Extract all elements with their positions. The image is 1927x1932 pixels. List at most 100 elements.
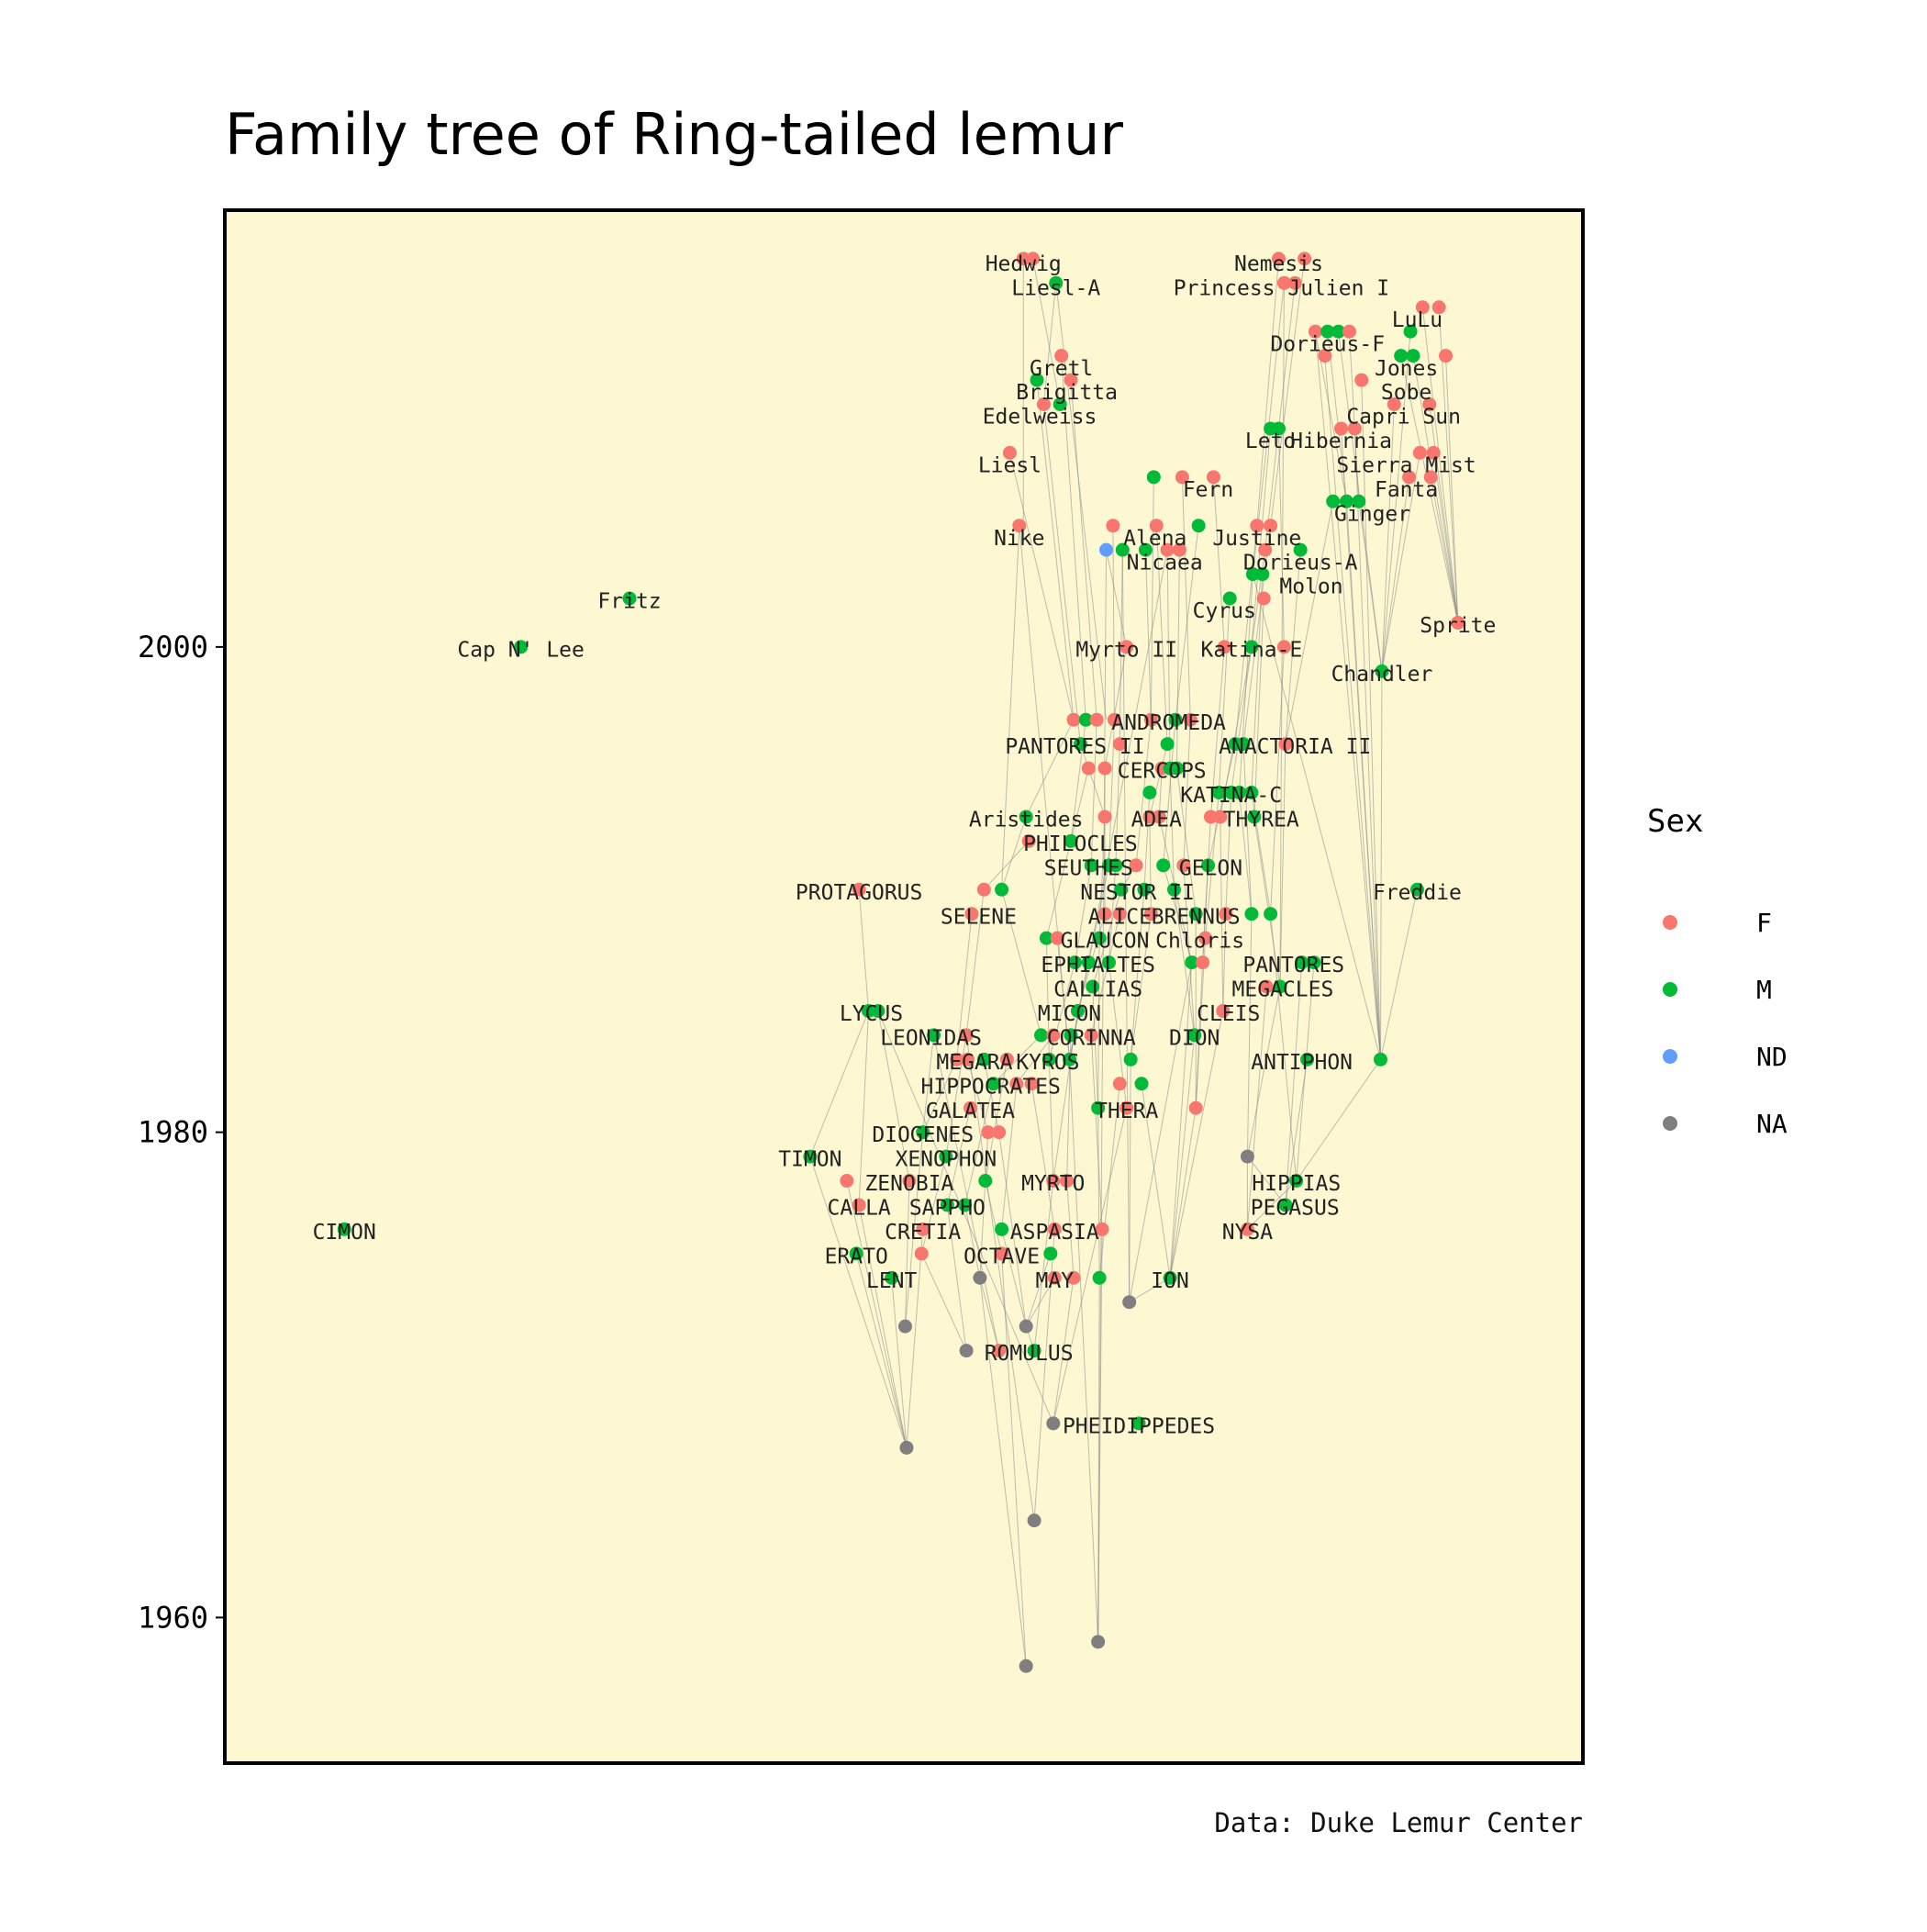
data-point <box>897 1319 912 1334</box>
data-point <box>1451 615 1465 630</box>
y-tick-label: 1960 <box>138 1600 208 1635</box>
edge-line <box>922 1034 935 1133</box>
data-point <box>852 1198 866 1212</box>
node-label: THERA <box>1095 1100 1158 1123</box>
data-point <box>1213 810 1228 824</box>
node-label: ANTIPHON <box>1251 1051 1353 1075</box>
edge-line <box>1429 404 1459 623</box>
data-point <box>1422 397 1437 411</box>
edge-line <box>1033 1180 1054 1351</box>
node-label: THYREA <box>1223 809 1299 832</box>
node-label: Cap N' Lee <box>457 638 584 662</box>
data-point <box>1160 542 1175 557</box>
node-label: Chandler <box>1331 663 1433 687</box>
data-point <box>1245 567 1260 582</box>
edge-line <box>1141 1083 1171 1279</box>
data-point <box>1276 275 1291 290</box>
edge-line <box>985 1059 1008 1181</box>
data-point <box>1318 349 1332 363</box>
edge-line <box>1242 525 1272 744</box>
node-label: LEONIDAS <box>880 1026 982 1050</box>
node-label: CLEIS <box>1197 1002 1260 1026</box>
data-point <box>1106 519 1120 533</box>
edge-line <box>1251 574 1264 793</box>
node-label: Myrto II <box>1075 638 1177 662</box>
data-point <box>1236 737 1251 752</box>
data-point <box>1240 1222 1254 1236</box>
node-label: HIPPIAS <box>1252 1172 1341 1196</box>
node-label: Capri Sun <box>1346 406 1461 430</box>
edge-line <box>1042 283 1057 405</box>
data-point <box>1167 882 1182 897</box>
node-label: Sobe <box>1381 381 1431 405</box>
data-point <box>1185 955 1199 970</box>
data-point <box>999 1052 1014 1067</box>
data-point <box>1387 397 1401 411</box>
node-label: KATINA-C <box>1180 784 1282 808</box>
data-point <box>1099 542 1114 557</box>
node-label: Fritz <box>597 590 661 614</box>
data-point <box>1066 1270 1081 1285</box>
data-point <box>1431 300 1446 315</box>
edge-line <box>1353 428 1381 1060</box>
data-point <box>1060 1174 1075 1188</box>
data-point <box>1097 761 1112 776</box>
edge-line <box>1247 1180 1298 1230</box>
data-point <box>959 1028 974 1043</box>
node-label: CIMON <box>313 1221 376 1245</box>
edge-line <box>1001 1253 1027 1667</box>
data-point <box>959 1344 974 1358</box>
data-point <box>1196 955 1210 970</box>
node-label: GELON <box>1179 856 1242 880</box>
legend-label: NA <box>1756 1109 1788 1139</box>
node-label: Molon <box>1279 575 1342 599</box>
edge-line <box>1247 1156 1287 1206</box>
data-point <box>1134 1077 1149 1091</box>
edge-line <box>1169 1108 1197 1279</box>
data-point <box>1289 1174 1304 1188</box>
data-point <box>1258 542 1273 557</box>
data-point <box>1089 712 1104 727</box>
data-point <box>1021 833 1036 848</box>
data-point <box>1203 810 1218 824</box>
node-label: PHILOCLES <box>1023 832 1138 856</box>
node-label: Justine <box>1212 527 1301 551</box>
data-point <box>1307 955 1321 970</box>
node-label: Leto <box>1245 430 1296 453</box>
edge-line <box>1149 743 1168 818</box>
edge-line <box>1048 1059 1054 1181</box>
data-point <box>1046 1416 1061 1431</box>
edge-line <box>965 889 985 1035</box>
edge-line <box>1234 525 1258 744</box>
data-point <box>1163 1270 1177 1285</box>
data-point <box>1053 397 1067 411</box>
node-label: LYCUS <box>840 1002 903 1026</box>
edge-line <box>1421 307 1459 623</box>
data-point <box>940 1198 954 1212</box>
data-point <box>1191 519 1206 533</box>
edge-line <box>920 1253 967 1351</box>
edge-line <box>1079 743 1106 818</box>
data-point <box>871 1003 886 1018</box>
node-label: Hibernia <box>1290 430 1392 453</box>
edge-line <box>1130 889 1145 1060</box>
edge-line <box>1361 380 1381 1060</box>
y-tick-label: 1980 <box>138 1115 208 1150</box>
data-point <box>1375 664 1389 678</box>
edge-line <box>1381 476 1410 672</box>
edge-line <box>1066 1180 1075 1279</box>
edge-line <box>1345 501 1381 1060</box>
data-point <box>1129 858 1143 873</box>
edge-line <box>1432 452 1459 623</box>
edge-line <box>1129 1277 1171 1303</box>
data-point <box>1097 810 1112 824</box>
node-label: Edelweiss <box>983 406 1097 430</box>
data-point <box>1320 324 1335 339</box>
data-point <box>961 1052 975 1067</box>
data-point <box>1172 542 1186 557</box>
data-point <box>986 1077 1001 1091</box>
data-point <box>1342 324 1356 339</box>
node-label: Nemesis <box>1234 252 1323 276</box>
data-point <box>1019 1658 1033 1673</box>
edge-line <box>946 1204 967 1351</box>
